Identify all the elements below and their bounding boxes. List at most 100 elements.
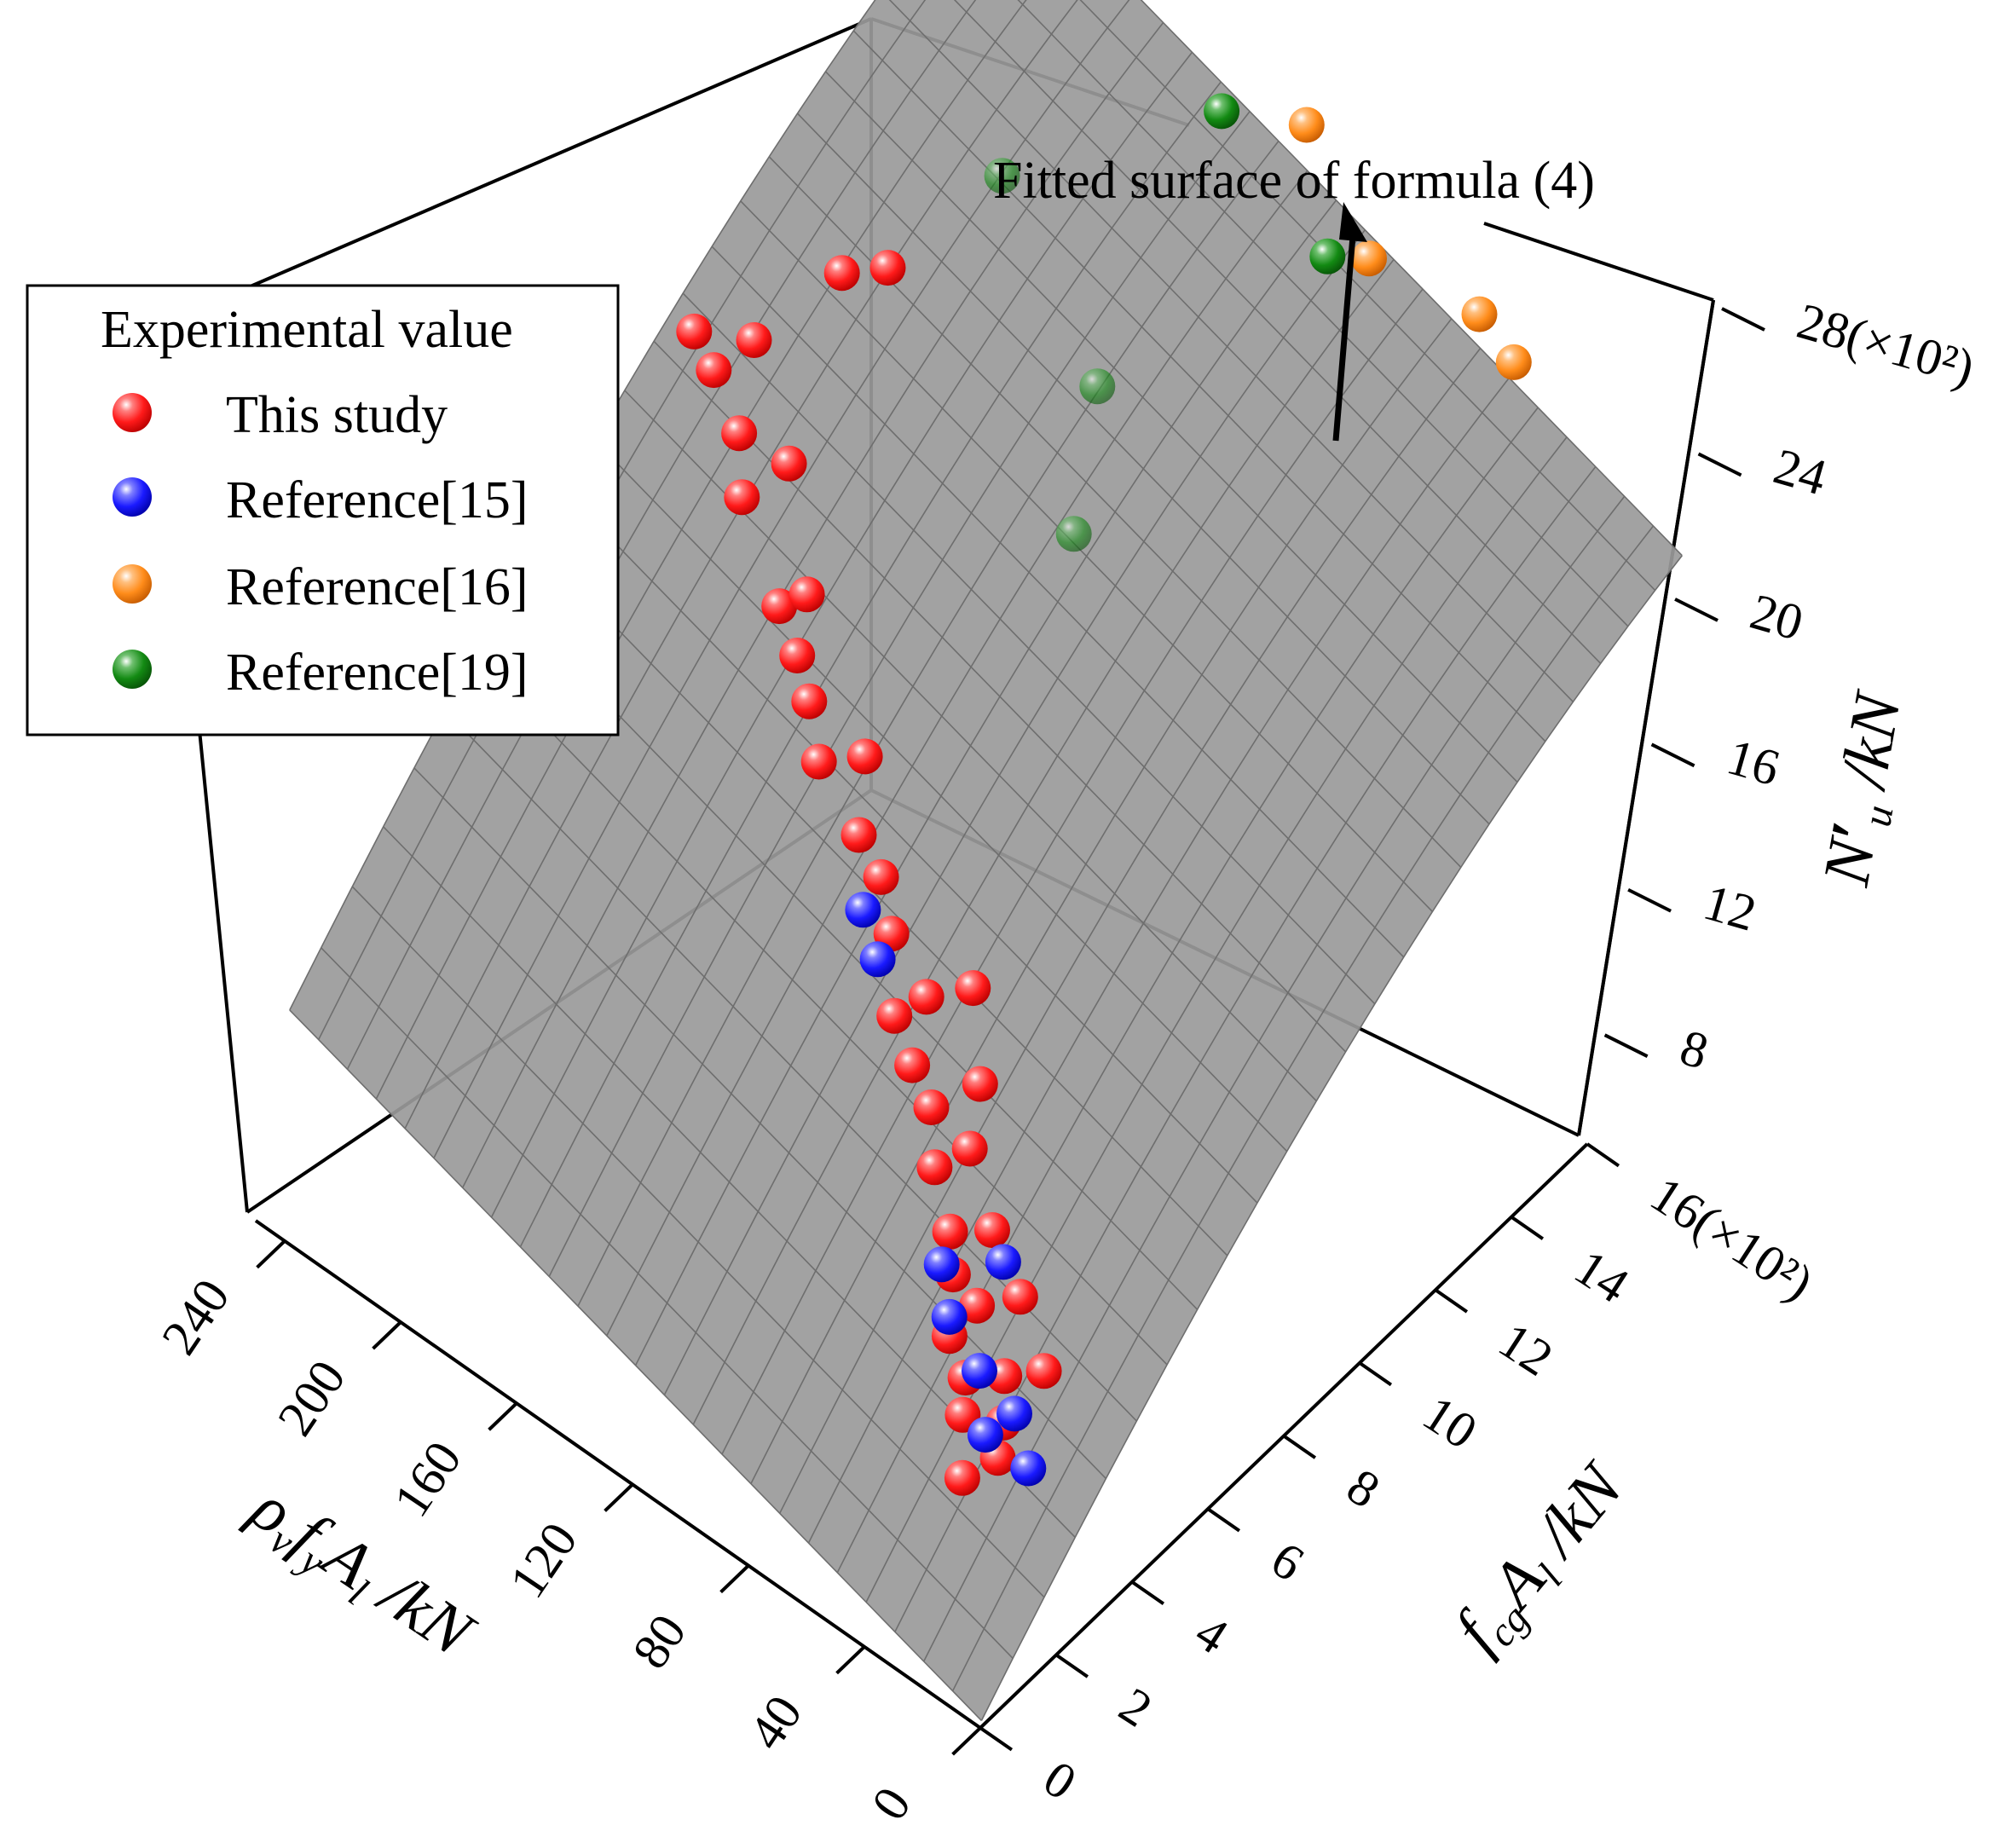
z-tick-mark bbox=[1650, 742, 1695, 768]
z-tick-label: 28(×10²) bbox=[1791, 292, 1980, 396]
legend-marker-reference-15 bbox=[113, 477, 152, 517]
z-tick-label: 24 bbox=[1768, 437, 1833, 505]
data-point-this-study bbox=[721, 415, 758, 452]
z-tick-mark bbox=[1603, 1033, 1649, 1058]
data-point-reference-15 bbox=[985, 1244, 1021, 1280]
z-tick-mark bbox=[1674, 598, 1719, 622]
surface-grid-line bbox=[1079, 0, 1656, 592]
data-point-this-study bbox=[863, 858, 899, 895]
y-tick-label: 14 bbox=[1565, 1239, 1638, 1314]
data-point-this-study bbox=[955, 970, 991, 1007]
data-point-reference-19 bbox=[1204, 93, 1240, 130]
data-point-reference-15 bbox=[996, 1395, 1032, 1432]
data-point-this-study bbox=[779, 638, 816, 673]
x-axis-line bbox=[254, 1219, 982, 1730]
data-point-reference-15 bbox=[923, 1246, 960, 1283]
data-point-this-study bbox=[696, 352, 732, 389]
x-tick-mark bbox=[719, 1564, 750, 1594]
data-point-reference-15 bbox=[845, 892, 881, 928]
y-tick-mark bbox=[1586, 1142, 1620, 1168]
data-point-reference-19 bbox=[1309, 238, 1346, 274]
legend-label-reference-19: Reference[19] bbox=[226, 644, 529, 702]
surface-annotation: Fitted surface of formula (4) bbox=[993, 152, 1595, 442]
surface-grid-line bbox=[888, 0, 1574, 702]
y-tick-mark bbox=[1130, 1580, 1165, 1606]
legend-item-reference-15: Reference[15] bbox=[113, 471, 529, 529]
data-point-reference-15 bbox=[859, 941, 896, 978]
z-tick-mark bbox=[1697, 452, 1742, 477]
y-tick-label: 2 bbox=[1110, 1677, 1162, 1738]
data-point-reference-19 bbox=[984, 158, 1020, 194]
data-point-reference-16 bbox=[1461, 296, 1498, 332]
y-tick-mark bbox=[1434, 1288, 1469, 1314]
x-tick-label: 120 bbox=[499, 1512, 588, 1608]
legend-title: Experimental value bbox=[101, 301, 513, 359]
data-point-this-study bbox=[823, 255, 860, 292]
data-point-reference-19 bbox=[1055, 516, 1092, 552]
surface-grid-line bbox=[1140, 0, 1683, 557]
data-point-this-study bbox=[800, 743, 837, 780]
legend-item-reference-19: Reference[19] bbox=[113, 644, 529, 702]
x-axis-title: ρvfyAl /kN bbox=[234, 1469, 488, 1678]
x-tick-label: 240 bbox=[151, 1269, 240, 1365]
y-tick-label: 16(×10²) bbox=[1641, 1166, 1823, 1312]
data-point-this-study bbox=[846, 738, 883, 775]
z-tick-label: 8 bbox=[1674, 1019, 1714, 1080]
data-point-this-study bbox=[974, 1212, 1010, 1248]
z-tick-mark bbox=[1627, 887, 1672, 913]
data-point-reference-15 bbox=[967, 1417, 1003, 1453]
legend-label-reference-15: Reference[15] bbox=[226, 471, 529, 529]
data-point-this-study bbox=[736, 322, 772, 358]
data-point-this-study bbox=[876, 997, 913, 1034]
data-point-this-study bbox=[791, 683, 828, 719]
surface-grid-line bbox=[953, 0, 1602, 664]
surface-grid-line bbox=[1017, 0, 1629, 627]
x-tick-mark bbox=[835, 1645, 866, 1675]
data-point-reference-15 bbox=[931, 1298, 968, 1335]
z-tick-label: 16 bbox=[1721, 728, 1786, 796]
data-point-this-study bbox=[932, 1213, 968, 1250]
surface-grid-line bbox=[289, 0, 876, 1011]
data-point-this-study bbox=[761, 588, 798, 625]
x-tick-mark bbox=[951, 1726, 982, 1756]
x-tick-label: 160 bbox=[383, 1431, 472, 1527]
y-tick-label: 4 bbox=[1186, 1603, 1238, 1665]
x-tick-mark bbox=[372, 1320, 402, 1350]
y-tick-mark bbox=[1206, 1507, 1241, 1533]
legend-item-reference-16: Reference[16] bbox=[113, 558, 529, 616]
x-tick-mark bbox=[604, 1482, 634, 1512]
data-point-this-study bbox=[894, 1047, 931, 1083]
data-point-this-study bbox=[840, 817, 877, 853]
surface-grid-line bbox=[317, 0, 927, 1040]
data-point-this-study bbox=[788, 576, 825, 613]
data-point-this-study bbox=[959, 1287, 996, 1324]
legend-marker-reference-19 bbox=[113, 650, 152, 689]
data-point-this-study bbox=[1002, 1279, 1038, 1315]
data-point-this-study bbox=[676, 313, 713, 349]
z-tick-label: 12 bbox=[1698, 874, 1763, 942]
data-point-this-study bbox=[962, 1066, 998, 1102]
data-point-this-study bbox=[951, 1130, 988, 1167]
y-tick-mark bbox=[1358, 1361, 1393, 1387]
data-point-reference-16 bbox=[1288, 107, 1325, 143]
x-tick-label: 40 bbox=[737, 1685, 812, 1759]
data-point-this-study bbox=[869, 250, 906, 286]
x-tick-mark bbox=[256, 1239, 286, 1269]
annotation-arrowhead bbox=[1339, 202, 1367, 242]
data-point-reference-19 bbox=[1079, 368, 1116, 405]
x-tick-label: 0 bbox=[861, 1777, 921, 1830]
legend-marker-this-study bbox=[113, 393, 152, 432]
data-point-this-study bbox=[1025, 1353, 1062, 1389]
x-tick-label: 80 bbox=[621, 1604, 696, 1678]
surface-grid-line bbox=[346, 0, 977, 1070]
legend-label-reference-16: Reference[16] bbox=[226, 558, 529, 616]
data-point-reference-15 bbox=[1010, 1450, 1047, 1487]
z-tick-mark bbox=[1721, 307, 1765, 332]
legend-item-this-study: This study bbox=[113, 386, 448, 444]
legend: Experimental value This study Reference[… bbox=[26, 284, 620, 737]
y-tick-mark bbox=[979, 1726, 1014, 1752]
data-point-reference-16 bbox=[1351, 240, 1387, 277]
y-axis-title: fcgAl /kN bbox=[1439, 1447, 1643, 1669]
y-tick-mark bbox=[1282, 1434, 1317, 1459]
